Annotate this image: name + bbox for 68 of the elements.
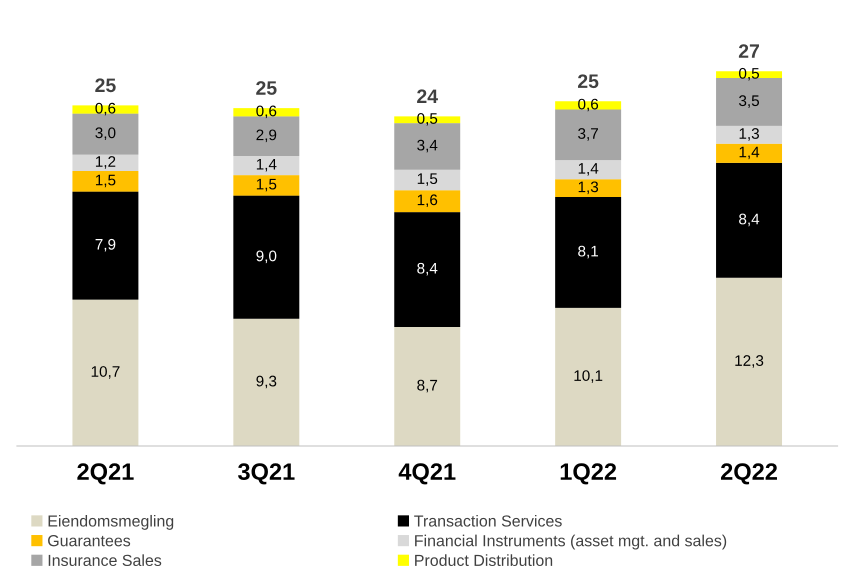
data-label: 0,6 [578,98,598,112]
data-label: 10,1 [574,370,602,383]
bar [555,110,622,160]
bar [394,326,460,446]
bar [233,318,300,446]
data-label: 0,5 [739,68,760,81]
bar [72,154,138,172]
legend-label: Product Distribution [415,554,552,566]
bar [716,126,782,144]
data-label: 1,3 [578,181,598,194]
data-label: 8,4 [417,262,438,276]
data-label: 0,5 [417,113,438,126]
data-label: 0,6 [256,106,276,118]
bar [716,278,782,446]
bar [394,170,460,190]
x-tick-label: 2Q22 [720,463,777,484]
legend-label: Eiendomsmegling [48,514,174,530]
bar [72,171,138,192]
bar [394,190,460,212]
bar [233,175,300,196]
bar [555,197,622,308]
total-label: 25 [256,81,277,95]
x-tick-label: 2Q21 [77,463,134,484]
bar [716,144,782,163]
data-label: 1,4 [578,163,598,176]
data-label: 8,1 [578,246,598,258]
bar [233,196,300,319]
legend-label: Insurance Sales [48,554,162,566]
data-label: 0,6 [95,102,116,116]
data-label: 3,7 [578,128,598,141]
bar [555,179,622,198]
data-label: 3,5 [739,95,760,108]
data-label: 1,5 [256,178,276,192]
bar [394,212,460,327]
x-tick-label: 1Q22 [560,463,616,484]
data-label: 7,9 [96,238,116,252]
data-label: 1,5 [96,174,116,188]
data-label: 3,0 [95,127,116,140]
bar [233,156,300,176]
total-label: 27 [738,44,759,58]
legend-label: Financial Instruments (asset mgt. and sales) [415,534,726,550]
bar [555,308,622,446]
data-label: 2,9 [256,129,276,142]
data-label: 9,0 [256,250,276,264]
legend-label: Transaction Services [414,514,562,527]
data-label: 8,4 [739,214,760,226]
data-label: 10,7 [92,366,120,379]
data-label: 1,2 [96,156,116,169]
total-label: 25 [578,74,598,88]
total-label: 25 [95,78,116,92]
data-label: 12,3 [735,355,764,368]
data-label: 1,3 [740,128,759,141]
data-label: 1,4 [256,159,276,172]
bar [72,114,138,155]
x-tick-label: 4Q21 [398,463,456,484]
legend-label: Guarantees [48,535,130,546]
data-label: 8,7 [417,380,438,392]
bar [716,162,782,278]
x-tick-label: 3Q21 [238,463,295,484]
data-label: 1,5 [418,173,438,186]
data-label: 1,6 [418,194,438,208]
bar [555,160,622,180]
data-label: 9,3 [256,376,276,388]
data-label: 1,4 [740,146,760,160]
total-label: 24 [417,89,438,103]
bar [72,300,138,446]
bar [72,192,138,300]
data-label: 3,4 [417,140,438,152]
